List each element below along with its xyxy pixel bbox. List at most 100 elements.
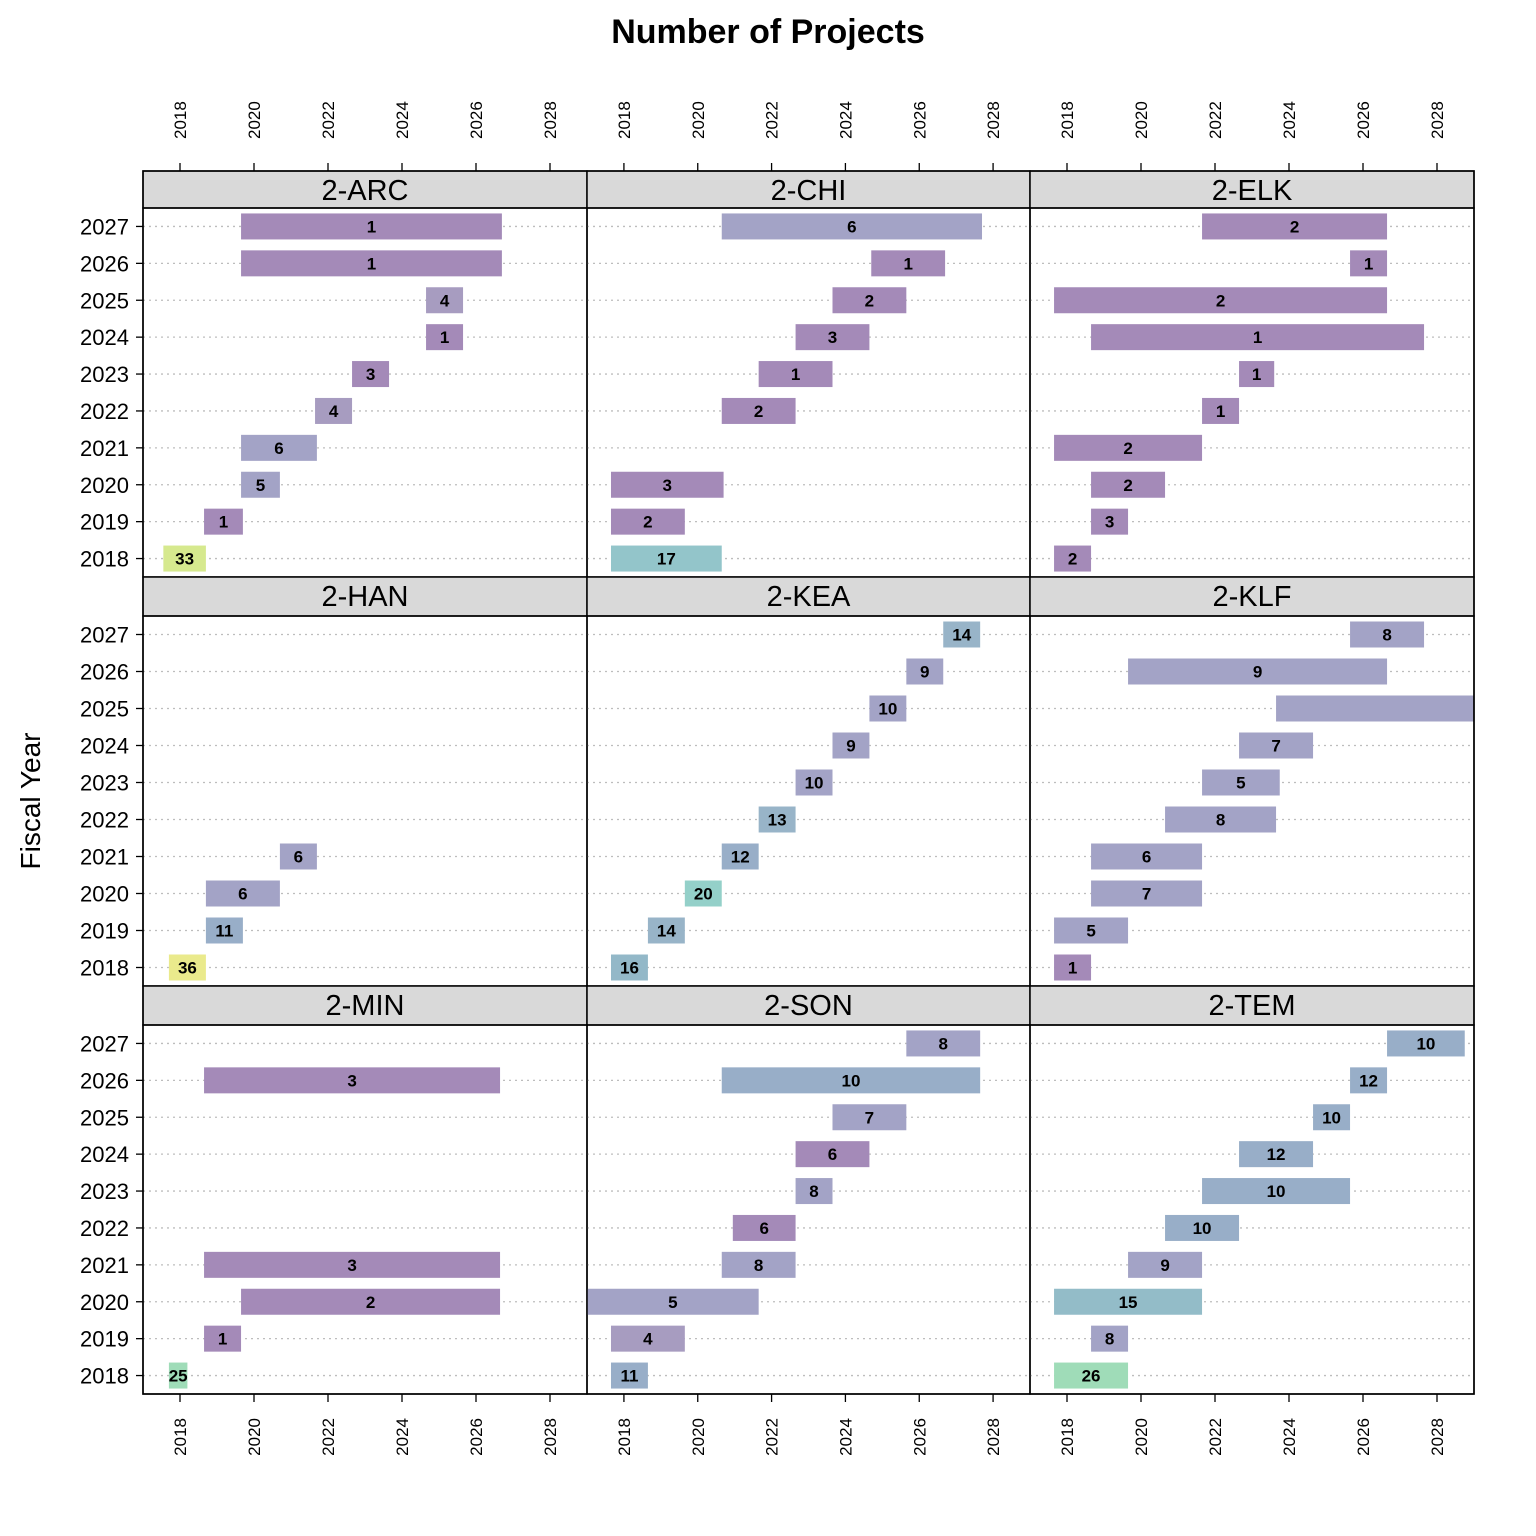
y-tick-label: 2026 bbox=[80, 1068, 129, 1093]
bar bbox=[204, 508, 243, 535]
panel-2-han: 2-HAN 36 11 6 6 2018 2019 2020 2021 2022 2023 2024 2… bbox=[80, 576, 588, 987]
bar bbox=[721, 397, 796, 424]
bar-label: 8 bbox=[809, 1182, 818, 1201]
bar-label: 5 bbox=[256, 476, 265, 495]
bar-label: 3 bbox=[347, 1071, 356, 1090]
bar-label: 12 bbox=[731, 848, 750, 867]
bar bbox=[1128, 658, 1388, 685]
bar bbox=[906, 1030, 981, 1057]
bar-label: 6 bbox=[294, 848, 303, 867]
bar bbox=[279, 843, 317, 870]
bar-label: 10 bbox=[805, 774, 824, 793]
x-tick-label-top: 2028 bbox=[984, 101, 1003, 139]
bar-label: 1 bbox=[1364, 254, 1373, 273]
bar bbox=[205, 917, 243, 944]
bar-label: 3 bbox=[347, 1256, 356, 1275]
x-tick-label-bottom: 2026 bbox=[1354, 1418, 1373, 1456]
panel-title: 2-ELK bbox=[1212, 175, 1293, 207]
y-tick-label: 2024 bbox=[80, 1142, 129, 1167]
x-tick-label-bottom: 2026 bbox=[467, 1418, 486, 1456]
x-tick-label-top: 2022 bbox=[1206, 101, 1225, 139]
bar-label: 10 bbox=[1416, 1034, 1435, 1053]
bar bbox=[204, 1325, 242, 1352]
x-tick-label-bottom: 2020 bbox=[245, 1418, 264, 1456]
bar-label: 1 bbox=[903, 254, 912, 273]
bar bbox=[610, 508, 685, 535]
bar-label: 6 bbox=[759, 1219, 768, 1238]
y-tick-label: 2020 bbox=[80, 1290, 129, 1315]
bar-label: 2 bbox=[643, 513, 652, 532]
bar-label: 9 bbox=[1253, 663, 1262, 682]
bar bbox=[721, 1067, 981, 1094]
bar-label: 7 bbox=[1271, 737, 1280, 756]
bar-label: 3 bbox=[663, 476, 672, 495]
bar-label: 3 bbox=[828, 328, 837, 347]
x-tick-label-bottom: 2026 bbox=[910, 1418, 929, 1456]
panel-title: 2-KLF bbox=[1213, 581, 1292, 613]
x-tick-label-top: 2022 bbox=[319, 101, 338, 139]
bar bbox=[1350, 621, 1425, 648]
bar-label: 20 bbox=[694, 885, 713, 904]
bar-label: 8 bbox=[939, 1034, 948, 1053]
bar-label: 8 bbox=[754, 1256, 763, 1275]
bar bbox=[352, 361, 390, 388]
bar bbox=[758, 806, 796, 833]
bar bbox=[205, 880, 280, 907]
bar-label: 17 bbox=[657, 550, 676, 569]
x-tick-label-top: 2028 bbox=[541, 101, 560, 139]
bar bbox=[684, 880, 722, 907]
bar bbox=[1202, 769, 1280, 796]
y-tick-label: 2023 bbox=[80, 362, 129, 387]
bar-label: 14 bbox=[952, 626, 971, 645]
bar-label: 7 bbox=[865, 1108, 874, 1127]
bar-label: 11 bbox=[620, 1367, 638, 1386]
y-tick-label: 2027 bbox=[80, 623, 129, 648]
bar bbox=[241, 213, 502, 240]
bar-label: 1 bbox=[367, 217, 376, 236]
y-tick-label: 2027 bbox=[80, 214, 129, 239]
x-tick-label-top: 2024 bbox=[1280, 101, 1299, 139]
bar-label: 10 bbox=[1267, 1182, 1286, 1201]
bar-label: 10 bbox=[878, 700, 897, 719]
bar-label: 9 bbox=[920, 663, 929, 682]
bar bbox=[163, 545, 206, 572]
bar-label: 11 bbox=[215, 922, 233, 941]
bar-label: 1 bbox=[1216, 402, 1225, 421]
bar bbox=[610, 545, 722, 572]
bar-label: 1 bbox=[1068, 959, 1077, 978]
chart-title: Number of Projects bbox=[611, 13, 925, 51]
x-tick-label-top: 2018 bbox=[171, 101, 190, 139]
bar-label: 25 bbox=[169, 1367, 188, 1386]
bar bbox=[241, 1288, 501, 1315]
bar bbox=[1276, 695, 1474, 722]
panel-title: 2-ARC bbox=[321, 175, 408, 207]
y-tick-label: 2027 bbox=[80, 1031, 129, 1056]
bar bbox=[732, 1214, 796, 1241]
x-tick-label-bottom: 2018 bbox=[615, 1418, 634, 1456]
bar bbox=[1091, 324, 1425, 351]
y-tick-label: 2021 bbox=[80, 845, 129, 870]
bar bbox=[721, 213, 983, 240]
y-tick-label: 2026 bbox=[80, 251, 129, 276]
x-tick-label-bottom: 2028 bbox=[541, 1418, 560, 1456]
bar bbox=[832, 732, 870, 759]
bar bbox=[1054, 1288, 1203, 1315]
panel-strip bbox=[1029, 576, 1475, 617]
bar-label: 9 bbox=[846, 737, 855, 756]
bar bbox=[1091, 880, 1203, 907]
bar-label: 2 bbox=[1290, 217, 1299, 236]
bar bbox=[1091, 508, 1129, 535]
bar-label: 3 bbox=[1105, 513, 1114, 532]
y-tick-label: 2019 bbox=[80, 1327, 129, 1352]
bar-label: 4 bbox=[643, 1330, 653, 1349]
bar-label: 3 bbox=[366, 365, 375, 384]
bar bbox=[1202, 213, 1388, 240]
bar bbox=[721, 1251, 796, 1278]
bar bbox=[795, 769, 833, 796]
bar-label: 2 bbox=[1216, 291, 1225, 310]
x-tick-label-top: 2018 bbox=[615, 101, 634, 139]
